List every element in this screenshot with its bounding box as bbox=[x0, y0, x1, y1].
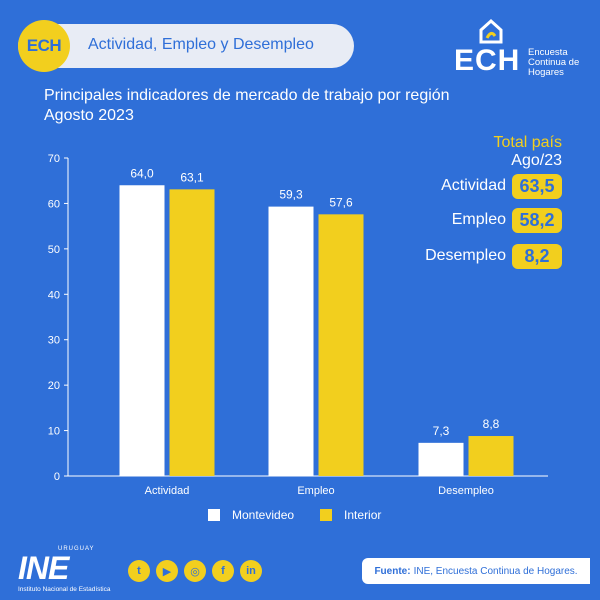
legend-swatch bbox=[208, 509, 220, 521]
y-tick-label: 50 bbox=[48, 244, 60, 256]
data-label: 64,0 bbox=[130, 166, 154, 180]
kpi-empleo: Empleo 58,2 bbox=[452, 206, 562, 234]
kpi-label: Actividad bbox=[441, 177, 506, 194]
y-tick-label: 20 bbox=[48, 380, 60, 392]
source-label: Fuente: bbox=[374, 565, 411, 577]
total-heading: Total país bbox=[493, 134, 562, 151]
ech-badge: ECH bbox=[18, 20, 70, 72]
instagram-icon[interactable]: ◎ bbox=[184, 560, 206, 582]
chart-title: Principales indicadores de mercado de tr… bbox=[44, 87, 450, 124]
ech-brand-logo: ECH Encuesta Continua de Hogares bbox=[454, 18, 594, 78]
linkedin-icon[interactable]: in bbox=[240, 560, 262, 582]
ine-country: URUGUAY bbox=[58, 546, 95, 552]
topic-title: Actividad, Empleo y Desempleo bbox=[88, 36, 314, 53]
facebook-icon[interactable]: f bbox=[212, 560, 234, 582]
total-country-header: Total país Ago/23 bbox=[494, 134, 562, 170]
legend-swatch bbox=[320, 509, 333, 521]
house-icon bbox=[479, 18, 503, 44]
y-tick-label: 30 bbox=[48, 335, 60, 347]
kpi-value: 58,2 bbox=[512, 207, 562, 233]
total-period: Ago/23 bbox=[511, 152, 562, 169]
ine-mark: INE bbox=[18, 550, 69, 586]
bar-montevideo-actividad bbox=[119, 185, 165, 476]
brand-subtitle: Encuesta Continua de Hogares bbox=[528, 47, 580, 78]
bar-montevideo-desempleo bbox=[418, 442, 464, 476]
x-tick-label: Empleo bbox=[297, 485, 334, 497]
y-tick-label: 0 bbox=[54, 471, 60, 483]
data-label: 59,3 bbox=[279, 188, 303, 202]
kpi-value: 63,5 bbox=[512, 173, 562, 199]
y-tick-label: 10 bbox=[48, 426, 60, 438]
legend-item-montevideo: Montevideo bbox=[208, 508, 294, 522]
legend-item-interior: Interior bbox=[320, 508, 381, 522]
ine-logo: URUGUAY INE Instituto Nacional de Estadí… bbox=[14, 546, 124, 596]
y-tick-label: 70 bbox=[48, 153, 60, 165]
kpi-label: Empleo bbox=[451, 211, 506, 228]
data-label: 57,6 bbox=[329, 195, 353, 209]
bar-interior-desempleo bbox=[468, 436, 514, 476]
y-tick-label: 60 bbox=[48, 198, 60, 210]
y-tick-label: 40 bbox=[48, 289, 60, 301]
social-links: t ▶ ◎ f in bbox=[128, 560, 268, 582]
bar-interior-actividad bbox=[169, 189, 215, 477]
twitter-icon[interactable]: t bbox=[128, 560, 150, 582]
x-tick-label: Desempleo bbox=[438, 485, 494, 497]
data-label: 7,3 bbox=[433, 424, 450, 438]
kpi-actividad: Actividad 63,5 bbox=[441, 172, 562, 200]
source-text: INE, Encuesta Continua de Hogares. bbox=[413, 565, 578, 577]
source-note: Fuente: INE, Encuesta Continua de Hogare… bbox=[362, 558, 590, 584]
bar-montevideo-empleo bbox=[268, 206, 314, 476]
youtube-icon[interactable]: ▶ bbox=[156, 560, 178, 582]
data-label: 63,1 bbox=[180, 170, 204, 184]
kpi-desempleo: Desempleo 8,2 bbox=[425, 242, 562, 270]
kpi-value: 8,2 bbox=[512, 243, 562, 269]
x-tick-label: Actividad bbox=[145, 485, 190, 497]
legend-label: Interior bbox=[344, 508, 382, 522]
topic-pill: ECH Actividad, Empleo y Desempleo bbox=[18, 20, 354, 72]
kpi-label: Desempleo bbox=[425, 247, 506, 264]
chart-legend: Montevideo Interior bbox=[208, 508, 407, 522]
bar-interior-empleo bbox=[318, 214, 364, 476]
legend-label: Montevideo bbox=[232, 508, 295, 522]
ine-fullname: Instituto Nacional de Estadística bbox=[18, 586, 111, 593]
data-label: 8,8 bbox=[483, 417, 500, 431]
brand-mark: ECH bbox=[454, 44, 521, 77]
